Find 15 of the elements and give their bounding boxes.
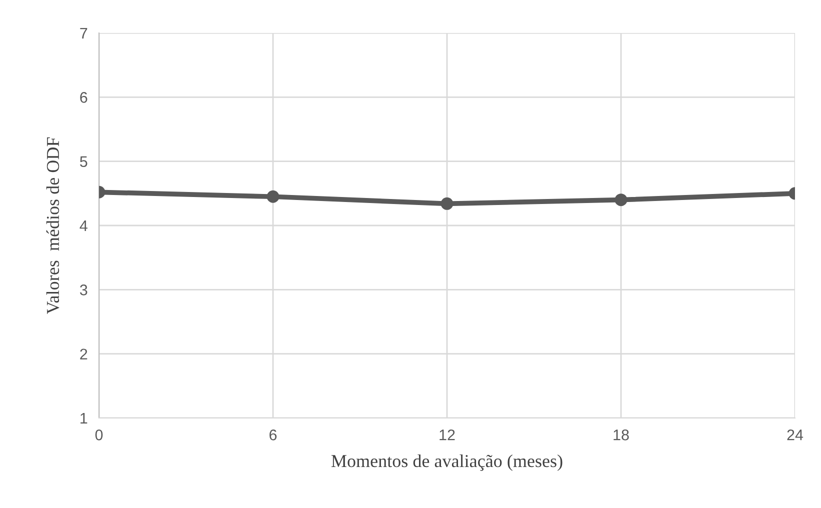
- y-tick-label: 7: [80, 28, 88, 39]
- y-tick-label: 2: [80, 348, 88, 360]
- y-tick-label: 6: [80, 92, 88, 103]
- y-tick-label: 3: [80, 284, 88, 296]
- x-tick-label: 6: [270, 430, 277, 440]
- x-tick-label: 18: [614, 430, 629, 440]
- x-tick-label: 24: [787, 430, 804, 440]
- y-tick-label: 1: [80, 413, 88, 424]
- y-axis-title: Valores médios de ODF: [46, 137, 60, 314]
- y-tick-label: 5: [80, 156, 88, 168]
- x-tick-label: 0: [95, 430, 103, 440]
- x-tick-label: 12: [440, 430, 455, 440]
- x-axis-title: Momentos de avaliação (meses): [331, 454, 562, 471]
- y-tick-label: 4: [80, 220, 88, 232]
- point: [440, 197, 454, 210]
